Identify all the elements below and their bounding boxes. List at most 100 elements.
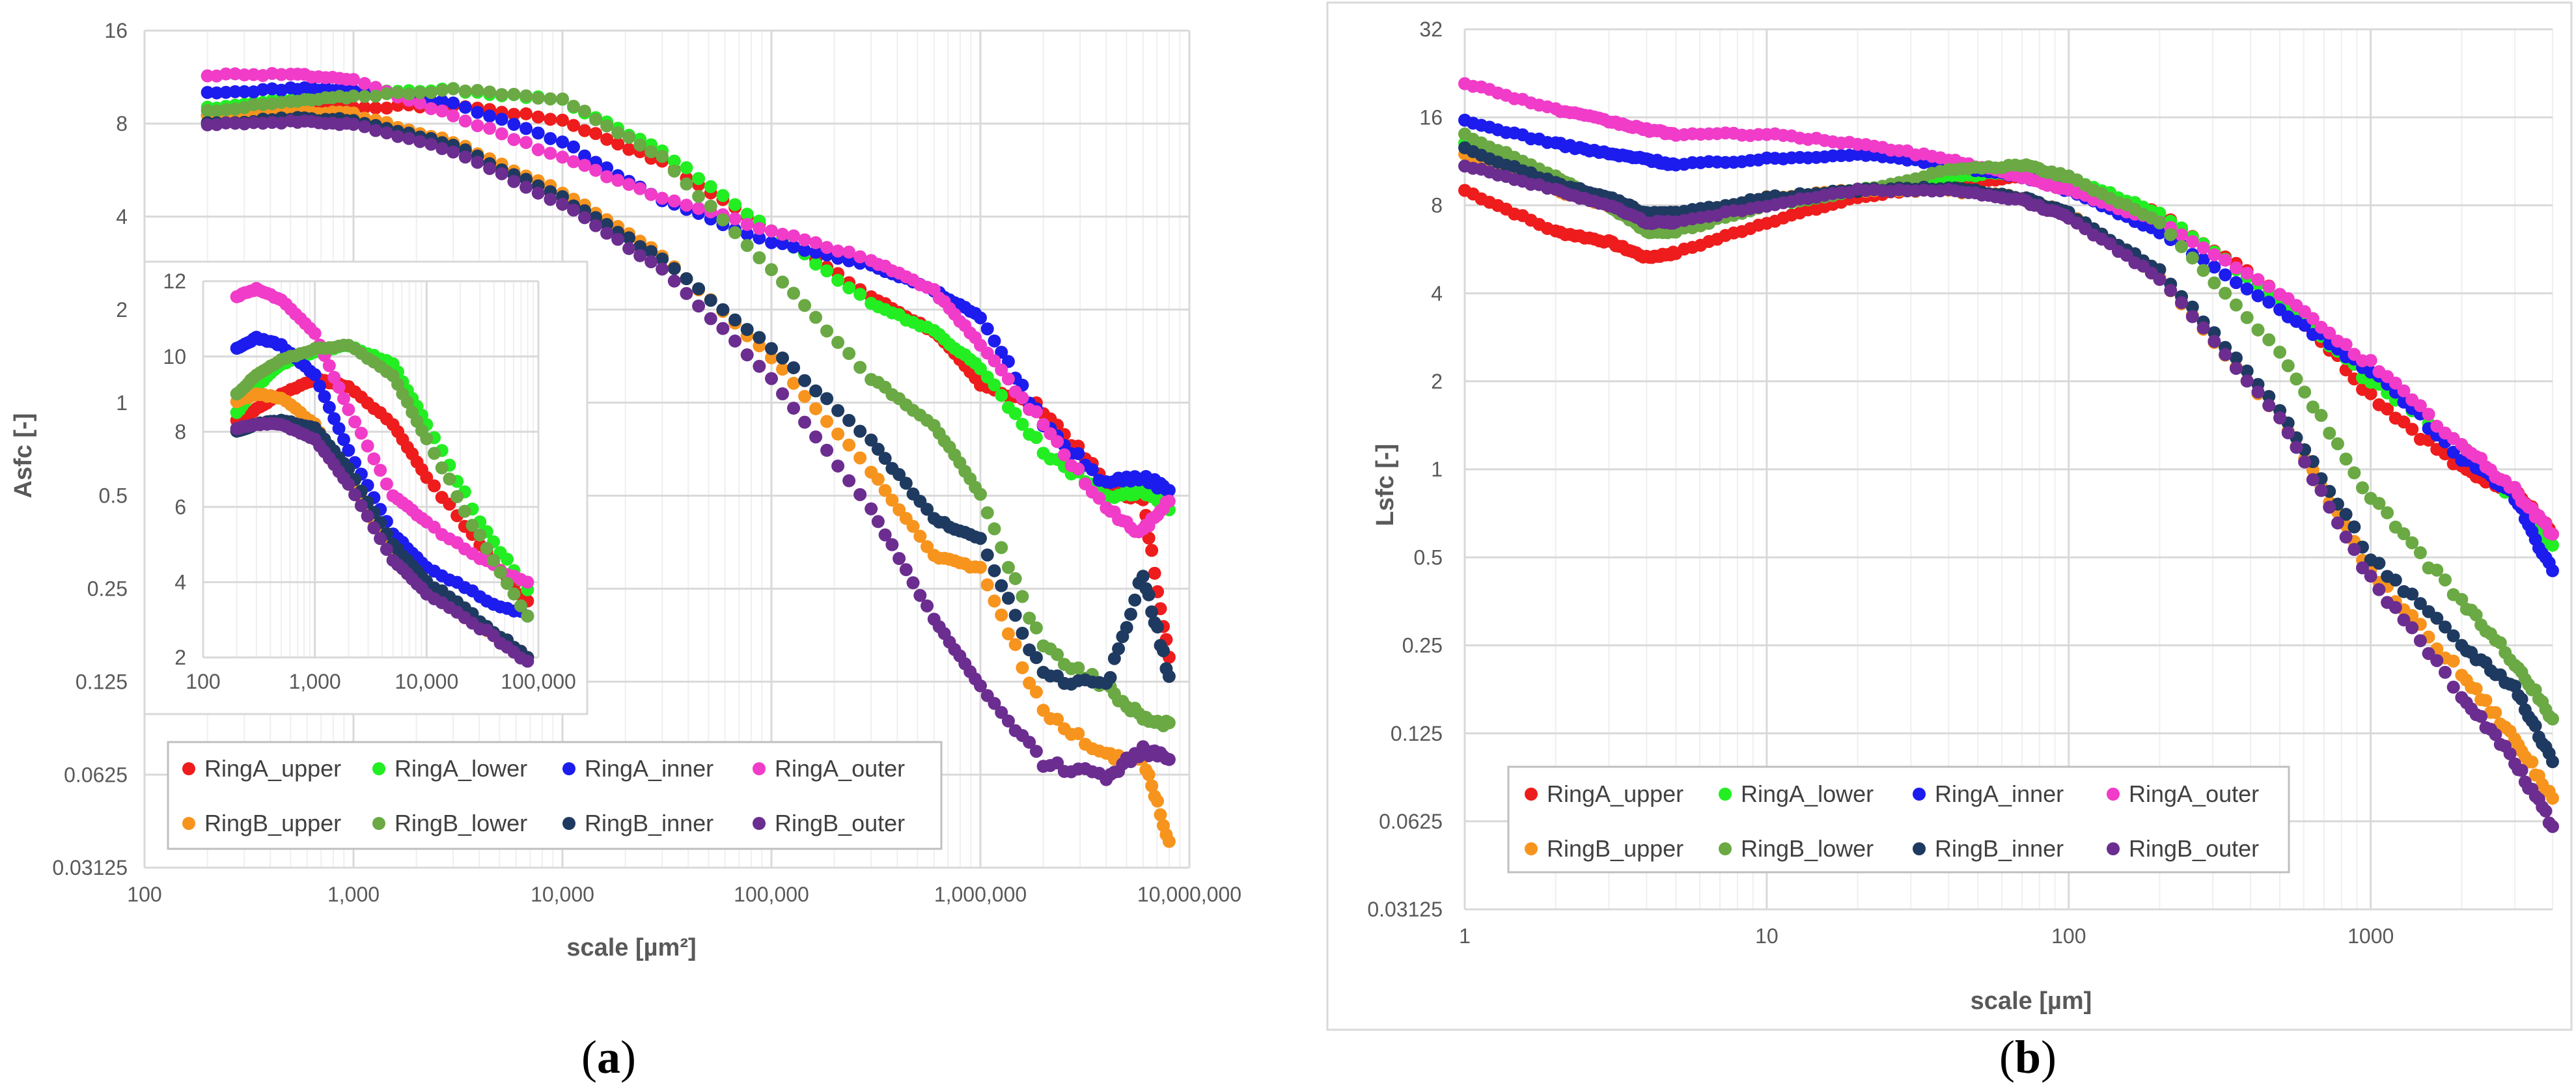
data-point xyxy=(2397,613,2411,627)
legend-label: RingA_outer xyxy=(2129,780,2259,807)
data-point xyxy=(831,427,845,441)
data-point xyxy=(347,89,360,103)
panel-b-tick-labels: 1 10 100 1000 0.03125 0.0625 0.125 0.25 0.5 1 2 4 8 1… xyxy=(1367,18,2394,948)
data-point xyxy=(201,86,214,100)
data-point xyxy=(716,213,730,227)
data-point xyxy=(787,229,801,243)
data-point xyxy=(1016,417,1029,431)
data-point xyxy=(369,89,383,103)
data-point xyxy=(578,211,592,225)
data-point xyxy=(1145,544,1159,557)
data-point xyxy=(327,412,341,426)
data-point xyxy=(358,101,372,115)
data-point xyxy=(458,84,472,98)
data-point xyxy=(2196,321,2210,335)
data-point xyxy=(578,104,592,118)
data-point xyxy=(435,461,449,475)
data-point xyxy=(358,120,372,133)
panel-a-legend-box xyxy=(167,741,943,850)
series-RingB_outer xyxy=(230,417,534,668)
data-point xyxy=(622,231,636,245)
data-point xyxy=(424,86,438,100)
data-point xyxy=(556,197,569,211)
data-point xyxy=(2413,597,2427,611)
data-point xyxy=(831,244,845,258)
data-point xyxy=(465,519,479,532)
data-point xyxy=(600,133,614,146)
data-point xyxy=(2339,508,2353,521)
legend-item-RingA_inner: RingA_inner xyxy=(1913,780,2064,807)
data-point xyxy=(2331,437,2344,450)
data-point xyxy=(471,105,484,119)
data-point xyxy=(765,224,778,238)
data-point xyxy=(354,499,368,512)
data-point xyxy=(1148,566,1161,580)
data-point xyxy=(219,67,233,81)
data-point xyxy=(728,212,742,226)
data-point xyxy=(2281,359,2295,372)
y-tick-label: 4 xyxy=(116,205,128,228)
data-point xyxy=(2175,296,2189,309)
data-point xyxy=(776,363,790,376)
data-point xyxy=(2372,497,2386,510)
data-point xyxy=(1036,418,1050,432)
data-point xyxy=(798,233,812,247)
data-point xyxy=(521,575,534,589)
data-point xyxy=(716,322,730,335)
data-point xyxy=(2389,573,2402,587)
data-point xyxy=(447,96,460,110)
data-point xyxy=(361,439,374,453)
data-point xyxy=(531,143,545,156)
legend-item-RingA_inner: RingA_inner xyxy=(562,755,713,782)
data-point xyxy=(906,519,920,533)
data-point xyxy=(2493,636,2507,650)
data-point xyxy=(831,273,845,287)
data-point xyxy=(380,542,393,556)
data-point xyxy=(704,294,717,307)
legend-marker xyxy=(753,817,766,830)
data-point xyxy=(1023,611,1036,625)
data-point xyxy=(995,541,1008,555)
data-point xyxy=(544,146,557,160)
data-point xyxy=(680,177,693,191)
data-point xyxy=(740,227,754,241)
series-RingB_lower xyxy=(230,338,534,623)
data-point xyxy=(913,588,927,602)
data-point xyxy=(831,404,845,417)
data-point xyxy=(519,107,533,120)
data-point xyxy=(2323,501,2336,514)
legend-item-RingA_upper: RingA_upper xyxy=(182,755,341,782)
data-point xyxy=(2196,241,2210,255)
data-point xyxy=(798,389,812,403)
data-point xyxy=(1016,626,1029,640)
data-point xyxy=(436,142,449,156)
data-point xyxy=(1156,644,1170,657)
data-point xyxy=(2251,289,2265,303)
data-point xyxy=(787,402,801,415)
data-point xyxy=(1001,372,1015,386)
data-point xyxy=(842,474,856,488)
legend-item-RingB_inner: RingB_inner xyxy=(562,810,713,836)
data-point xyxy=(600,161,614,174)
data-point xyxy=(567,118,581,132)
data-point xyxy=(1145,779,1159,793)
legend-marker xyxy=(182,762,195,775)
y-tick-label: 0.25 xyxy=(1402,634,1443,657)
data-point xyxy=(692,172,706,186)
data-point xyxy=(1001,627,1015,641)
y-tick-label: 12 xyxy=(163,269,186,293)
data-point xyxy=(2546,755,2559,769)
data-point xyxy=(656,191,669,205)
data-point xyxy=(2356,561,2370,575)
data-point xyxy=(2430,611,2444,625)
data-point xyxy=(2364,570,2377,583)
data-point xyxy=(495,113,508,126)
data-point xyxy=(436,104,449,118)
data-point xyxy=(622,130,636,144)
data-point xyxy=(753,359,766,373)
data-point xyxy=(1128,593,1142,607)
data-point xyxy=(2389,376,2402,390)
data-point xyxy=(2474,710,2488,723)
data-point xyxy=(322,359,336,372)
legend-label: RingA_inner xyxy=(1935,780,2064,807)
